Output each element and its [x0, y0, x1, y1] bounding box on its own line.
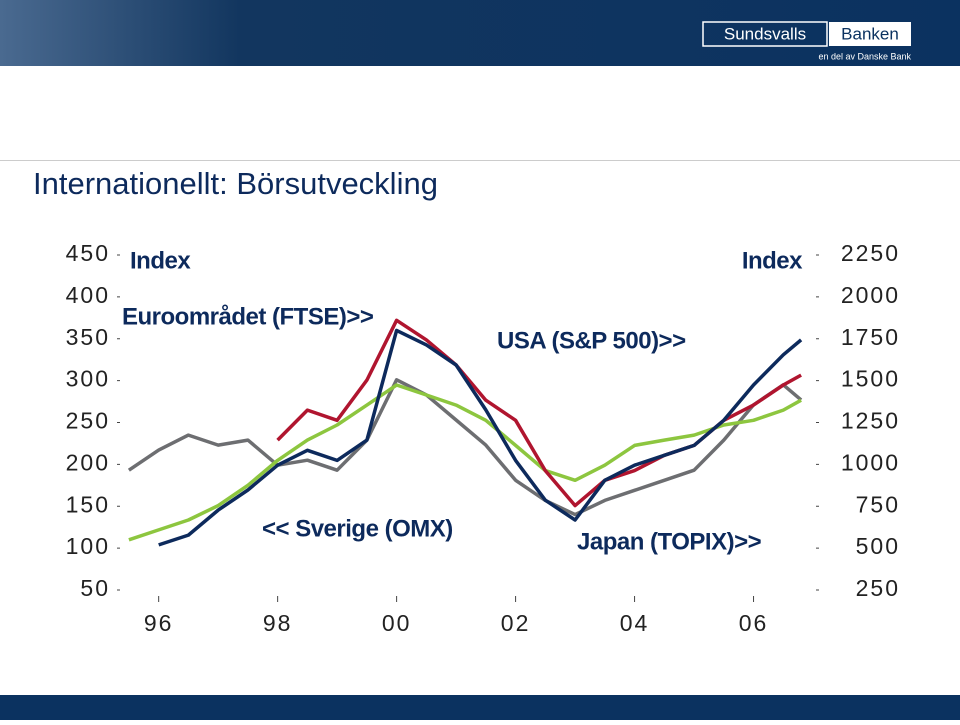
- y-tick-label: 150: [66, 491, 110, 517]
- x-tick-label: 06: [739, 610, 769, 636]
- series-line: [128, 383, 802, 542]
- logo-left: Sundsvalls: [724, 24, 806, 43]
- chart-title: Internationellt: Börsutveckling: [33, 166, 438, 201]
- y2-axis-label: Index: [742, 247, 803, 274]
- logo-box-fill: [829, 22, 911, 46]
- y2-tick-label: 2250: [841, 240, 900, 266]
- y-tick-label: 350: [66, 324, 110, 350]
- y2-tick-label: 1000: [841, 449, 900, 475]
- y-tick-label: 300: [66, 366, 110, 392]
- series-label: << Sverige (OMX): [262, 515, 453, 542]
- x-tick-label: 98: [263, 610, 293, 636]
- y-tick-label: 200: [66, 449, 110, 475]
- y2-tick-label: 250: [856, 575, 900, 601]
- series-label: Japan (TOPIX)>>: [577, 528, 762, 555]
- y2-tick-label: 750: [856, 491, 900, 517]
- y-tick-label: 50: [80, 575, 110, 601]
- y2-tick-label: 1750: [841, 324, 900, 350]
- x-tick-label: 00: [382, 610, 412, 636]
- x-tick-label: 02: [501, 610, 531, 636]
- logo-right: Banken: [841, 24, 899, 43]
- series-line: [127, 378, 803, 517]
- series-line: [158, 328, 803, 547]
- series-label: USA (S&P 500)>>: [497, 327, 686, 354]
- y-axis-label: Index: [130, 247, 191, 274]
- y2-tick-label: 1500: [841, 366, 900, 392]
- x-tick-label: 04: [620, 610, 650, 636]
- x-tick-label: 96: [144, 610, 174, 636]
- footer-band: [0, 695, 960, 720]
- y2-tick-label: 2000: [841, 282, 900, 308]
- header-band: [0, 0, 960, 66]
- y-tick-label: 450: [66, 240, 110, 266]
- series-label: Euroområdet (FTSE)>>: [122, 303, 374, 330]
- y2-tick-label: 500: [856, 533, 900, 559]
- y2-tick-label: 1250: [841, 408, 900, 434]
- logo-box: [702, 21, 828, 47]
- tagline: en del av Danske Bank: [818, 51, 911, 61]
- divider: [0, 160, 960, 161]
- y-tick-label: 100: [66, 533, 110, 559]
- y-tick-label: 250: [66, 408, 110, 434]
- y-tick-label: 400: [66, 282, 110, 308]
